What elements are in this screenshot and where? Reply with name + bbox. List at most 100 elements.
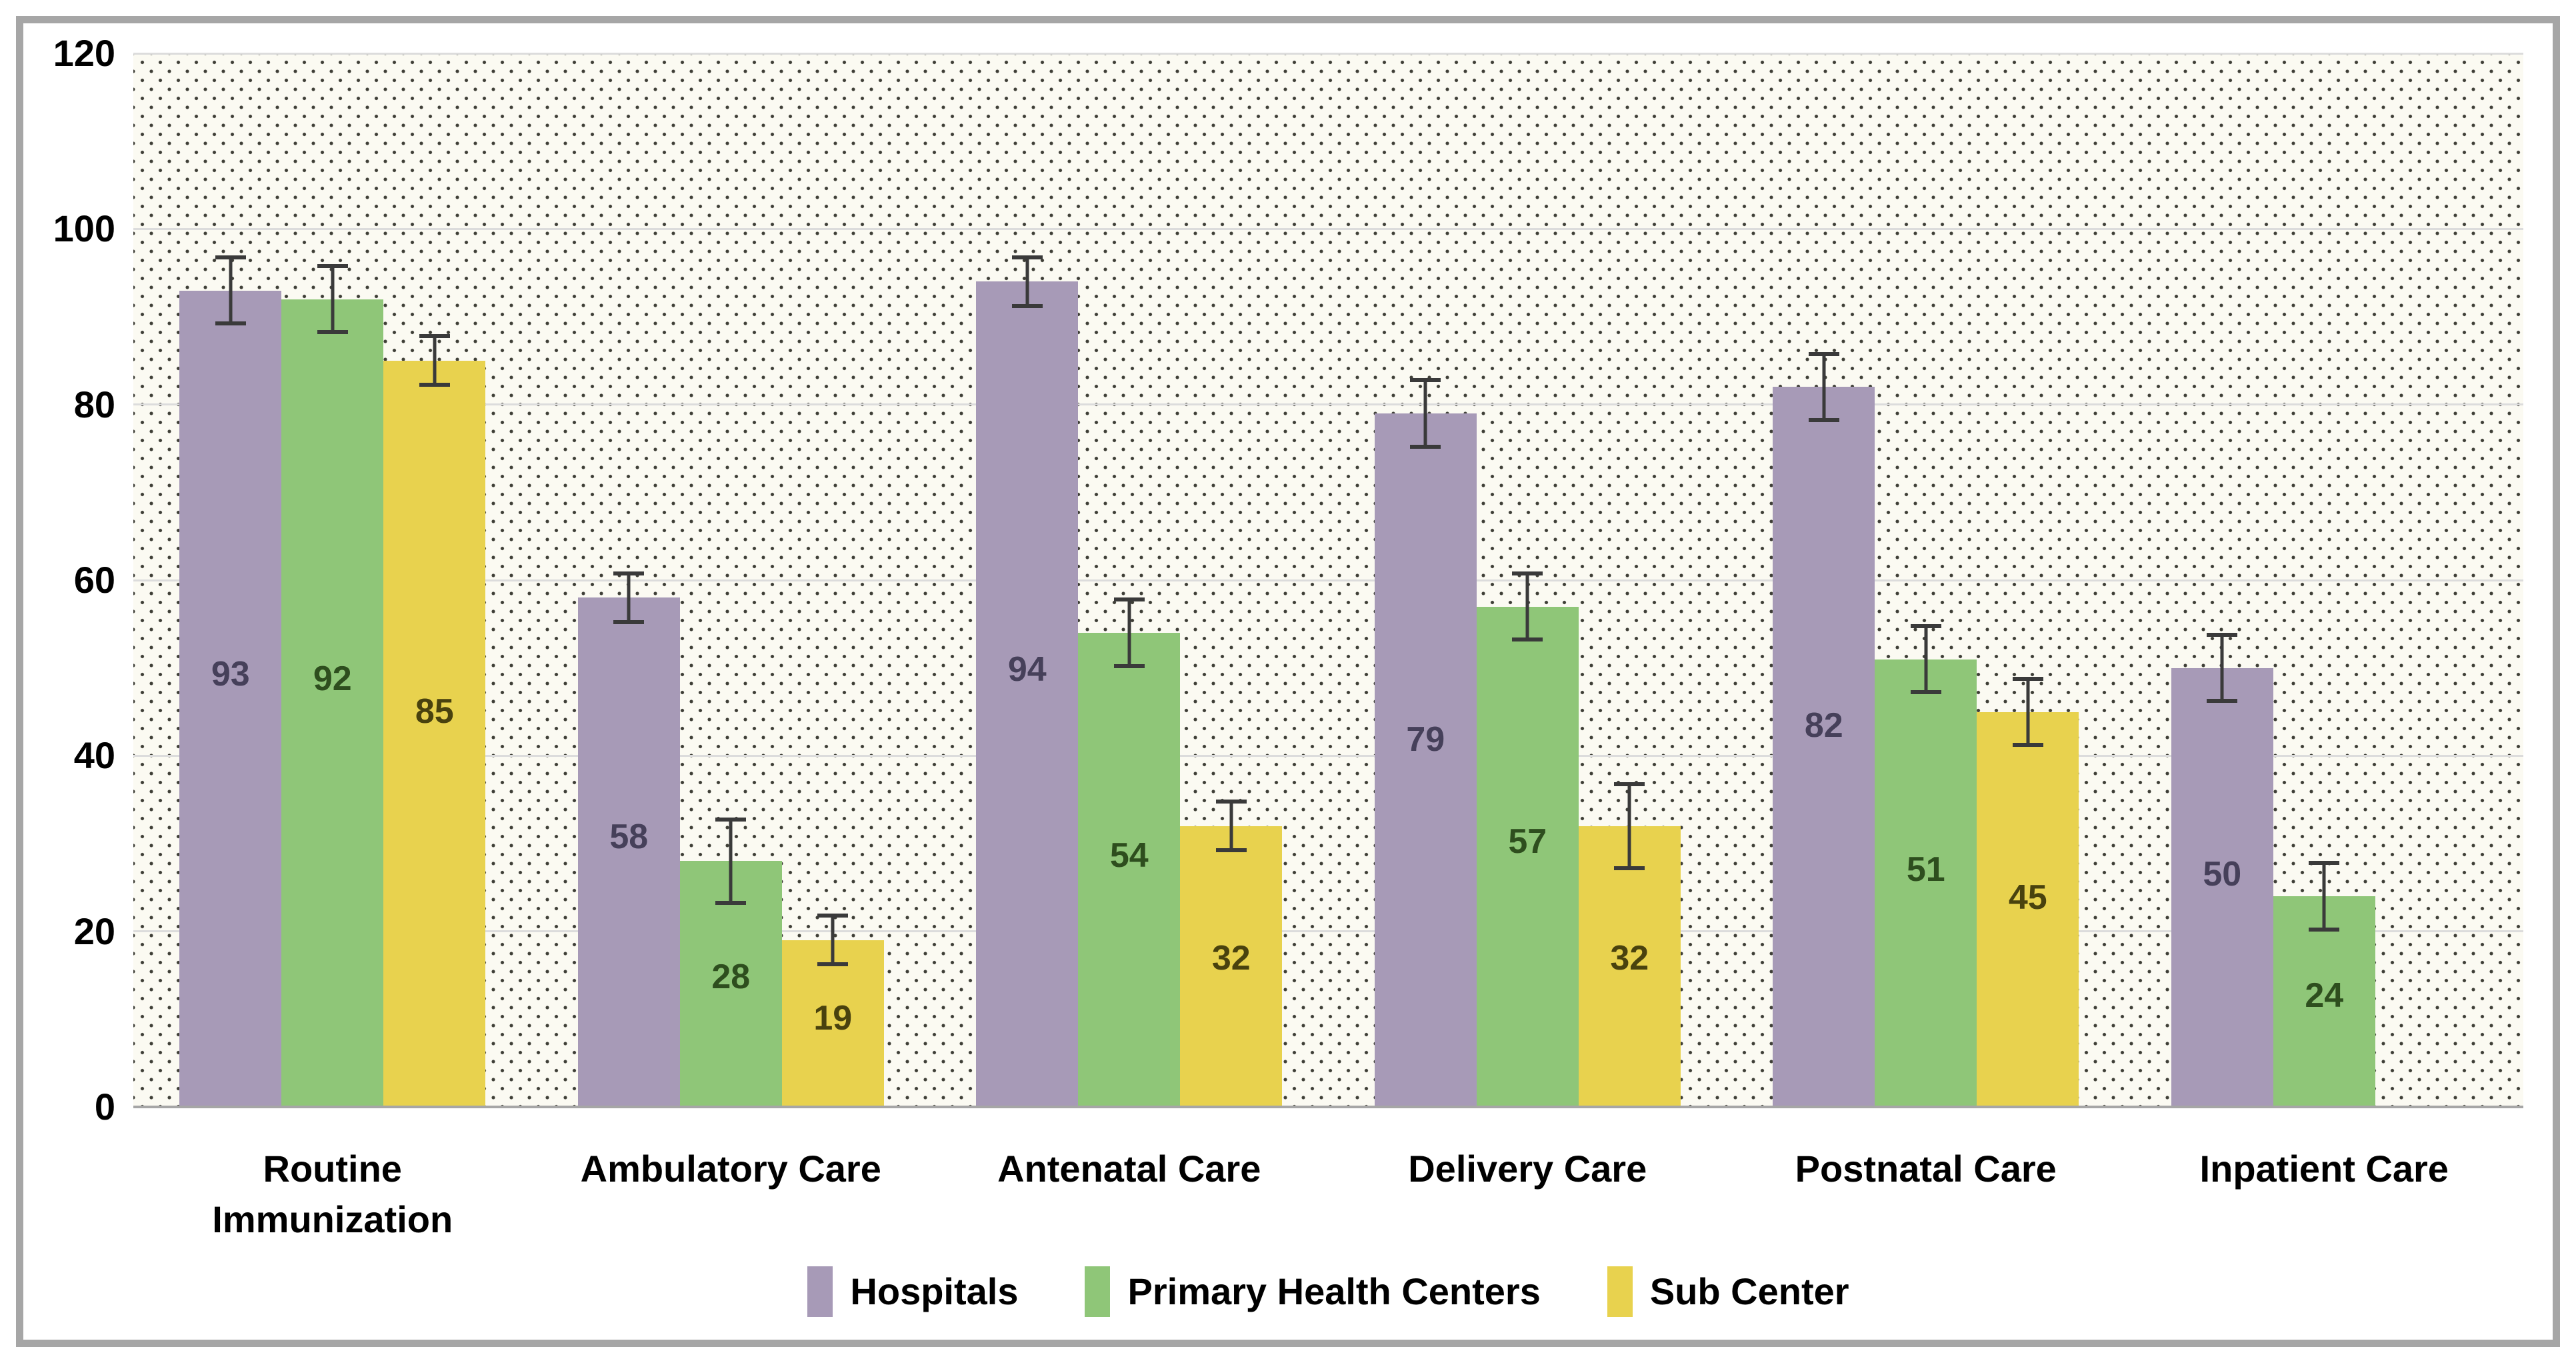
error-bar bbox=[1215, 800, 1247, 853]
x-category-label: Routine Immunization bbox=[212, 1148, 453, 1240]
error-bar-cap-bottom bbox=[817, 962, 849, 967]
error-bar-line bbox=[433, 334, 437, 387]
bar-value-label: 32 bbox=[1610, 938, 1649, 978]
bar bbox=[2171, 667, 2273, 1107]
bar bbox=[179, 290, 282, 1107]
bar-slot bbox=[2375, 53, 2477, 1107]
legend-label: Sub Center bbox=[1649, 1270, 1849, 1312]
error-bar bbox=[2012, 676, 2043, 748]
y-axis: 0 20 40 60 80 100 120 bbox=[23, 35, 115, 1126]
error-bar bbox=[1910, 623, 1941, 695]
error-bar-line bbox=[229, 255, 233, 326]
bar-slot: 85 bbox=[383, 53, 486, 1107]
bar-slot: 79 bbox=[1374, 53, 1477, 1107]
error-bar-cap-top bbox=[2309, 861, 2340, 866]
y-tick-label: 80 bbox=[73, 383, 115, 425]
error-bar-line bbox=[627, 571, 631, 624]
error-bar bbox=[1808, 351, 1839, 422]
error-bar-line bbox=[1627, 782, 1631, 870]
error-bar-line bbox=[1924, 623, 1928, 695]
gridline-60 bbox=[133, 579, 2523, 581]
error-bar bbox=[215, 255, 246, 326]
error-bar bbox=[817, 914, 849, 967]
bar-value-label: 24 bbox=[2305, 976, 2344, 1015]
y-tick-label: 20 bbox=[73, 910, 115, 952]
error-bar-cap-top bbox=[1215, 800, 1247, 804]
error-bar-cap-top bbox=[317, 264, 348, 269]
error-bar bbox=[419, 334, 450, 387]
y-tick-label: 100 bbox=[53, 207, 115, 250]
bar-value-label: 94 bbox=[1007, 650, 1047, 690]
error-bar-cap-top bbox=[1910, 623, 1941, 628]
gridline-40 bbox=[133, 754, 2523, 757]
bar-slot: 51 bbox=[1875, 53, 1977, 1107]
error-bar-cap-top bbox=[419, 334, 450, 339]
error-bar-cap-bottom bbox=[1808, 418, 1839, 422]
error-bar-cap-bottom bbox=[613, 619, 645, 624]
chart-frame: 0 20 40 60 80 100 120 93 92 85 58 28 19 94 54 32 79 57 32… bbox=[16, 16, 2560, 1347]
legend-label: Hospitals bbox=[850, 1270, 1019, 1312]
x-category-label: Inpatient Care bbox=[2199, 1148, 2449, 1190]
bar-slot: 94 bbox=[976, 53, 1079, 1107]
error-bar-cap-top bbox=[715, 817, 747, 822]
error-bar-cap-top bbox=[1113, 597, 1145, 602]
error-bar-line bbox=[1423, 378, 1427, 449]
gridline-80 bbox=[133, 403, 2523, 406]
bar-slot: 50 bbox=[2171, 53, 2273, 1107]
error-bar bbox=[613, 571, 645, 624]
error-bar-cap-top bbox=[1808, 351, 1839, 356]
legend-label: Primary Health Centers bbox=[1127, 1270, 1541, 1312]
bar-value-label: 92 bbox=[313, 659, 352, 698]
x-category-label: Antenatal Care bbox=[997, 1148, 1261, 1190]
error-bar-cap-bottom bbox=[215, 321, 246, 326]
bar bbox=[1180, 826, 1283, 1107]
bar-group: 79 57 32 bbox=[1329, 53, 1727, 1107]
bar bbox=[281, 299, 384, 1107]
error-bar-cap-top bbox=[2012, 676, 2043, 681]
error-bar-line bbox=[1025, 255, 1029, 308]
bar-value-label: 79 bbox=[1406, 720, 1445, 759]
bar-value-label: 50 bbox=[2203, 855, 2242, 894]
bar-slot: 54 bbox=[1078, 53, 1181, 1107]
y-tick-label: 60 bbox=[73, 559, 115, 601]
x-category-label: Postnatal Care bbox=[1795, 1148, 2057, 1190]
bar bbox=[1773, 387, 1875, 1107]
error-bar-cap-bottom bbox=[2309, 927, 2340, 932]
error-bar bbox=[2309, 861, 2340, 932]
error-bar bbox=[1614, 782, 1645, 870]
error-bar-cap-bottom bbox=[2207, 699, 2238, 704]
plot-area: 93 92 85 58 28 19 94 54 32 79 57 32 82 51 45 50 24 bbox=[133, 52, 2523, 1108]
bar-group: 58 28 19 bbox=[532, 53, 931, 1107]
bar-slot: 24 bbox=[2273, 53, 2375, 1107]
bar bbox=[1578, 826, 1681, 1107]
y-tick-label: 0 bbox=[94, 1086, 115, 1128]
gridline-120 bbox=[133, 52, 2523, 55]
error-bar bbox=[1512, 571, 1543, 642]
error-bar-cap-top bbox=[1410, 378, 1441, 383]
error-bar bbox=[1410, 378, 1441, 449]
bar-slot: 57 bbox=[1476, 53, 1579, 1107]
error-bar bbox=[2207, 633, 2238, 704]
error-bar-line bbox=[2220, 633, 2224, 704]
bar-group: 82 51 45 bbox=[1727, 53, 2125, 1107]
bar-slot: 19 bbox=[781, 53, 884, 1107]
bar-value-label: 85 bbox=[415, 692, 454, 731]
error-bar-cap-top bbox=[1614, 782, 1645, 786]
bar bbox=[577, 597, 680, 1107]
x-category-label: Ambulatory Care bbox=[580, 1148, 881, 1190]
legend: Hospitals Primary Health Centers Sub Cente… bbox=[133, 1258, 2523, 1325]
error-bar-cap-bottom bbox=[1011, 303, 1043, 308]
bar-group: 93 92 85 bbox=[133, 53, 532, 1107]
error-bar bbox=[715, 817, 747, 906]
bar-group: 94 54 32 bbox=[930, 53, 1329, 1107]
error-bar-cap-top bbox=[2207, 633, 2238, 637]
bar bbox=[1977, 712, 2079, 1107]
error-bar-cap-top bbox=[613, 571, 645, 575]
error-bar-cap-bottom bbox=[1910, 690, 1941, 695]
bar-slot: 28 bbox=[679, 53, 782, 1107]
bar-value-label: 51 bbox=[1906, 850, 1945, 890]
error-bar-line bbox=[1822, 351, 1826, 422]
y-tick-label: 40 bbox=[73, 734, 115, 777]
bar-slot: 92 bbox=[281, 53, 384, 1107]
bar bbox=[1374, 413, 1477, 1107]
